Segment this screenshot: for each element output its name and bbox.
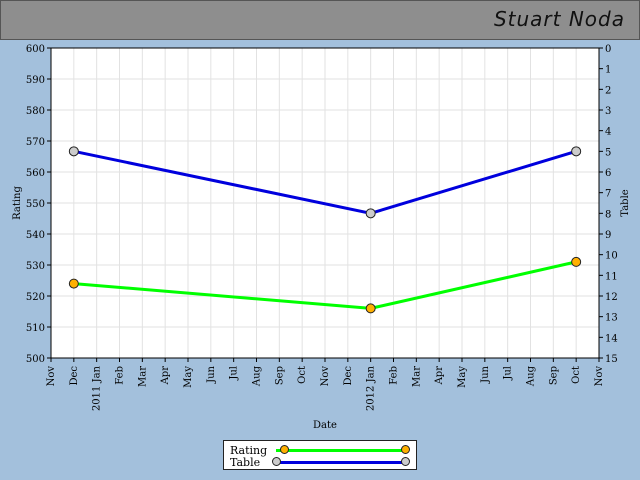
plot-frame	[50, 47, 600, 359]
y-tick-label: 520	[26, 292, 45, 303]
legend-label-rating: Rating	[230, 444, 268, 457]
x-tick-label: Oct	[571, 366, 582, 384]
x-tick-label: 2011 Jan	[92, 365, 103, 411]
y2-tick-label: 1	[605, 65, 611, 76]
data-point-rating	[571, 256, 582, 267]
x-tick-label: May	[457, 366, 468, 388]
y-tick-label: 550	[26, 199, 45, 210]
legend-line-rating	[276, 449, 402, 452]
x-tick-label: Jul	[503, 366, 514, 381]
y-tick-label: 530	[26, 261, 45, 272]
x-tick-label: Apr	[434, 366, 445, 386]
y2-tick-label: 12	[605, 292, 618, 303]
data-point-rating	[365, 303, 376, 314]
y2-axis-label: Table	[620, 189, 631, 216]
data-point-table	[68, 146, 79, 157]
x-tick-label: Sep	[274, 366, 285, 385]
x-tick-label: Mar	[411, 366, 422, 387]
y2-tick-label: 10	[605, 251, 618, 262]
x-tick-label: Dec	[343, 366, 354, 386]
legend-item-table: Table	[228, 456, 414, 469]
x-tick-label: Jun	[480, 365, 491, 383]
y2-tick-label: 13	[605, 313, 618, 324]
y2-tick-label: 8	[605, 209, 611, 220]
x-tick-label: Aug	[252, 365, 263, 387]
y-tick-label: 590	[26, 75, 45, 86]
y2-tick-label: 9	[605, 230, 611, 241]
legend-label-table: Table	[230, 456, 261, 469]
legend-marker-rating	[401, 445, 410, 454]
x-tick-label: Nov	[46, 366, 57, 387]
y-tick-label: 510	[26, 323, 45, 334]
y2-tick-label: 14	[605, 333, 618, 344]
y-tick-label: 600	[26, 44, 45, 55]
x-tick-label: Feb	[115, 366, 126, 385]
y2-tick-label: 7	[605, 189, 611, 200]
player-name: Stuart Noda	[493, 7, 625, 31]
x-tick-label: Nov	[320, 366, 331, 387]
x-tick-label: Feb	[389, 366, 400, 385]
y-tick-label: 540	[26, 230, 45, 241]
legend-marker-table	[272, 457, 281, 466]
legend-item-rating: Rating	[228, 444, 414, 457]
data-point-table	[571, 146, 582, 157]
x-tick-label: Jul	[229, 366, 240, 381]
y2-tick-label: 4	[605, 127, 611, 138]
y2-tick-label: 5	[605, 147, 611, 158]
x-tick-label: Apr	[160, 366, 171, 386]
x-tick-label: 2012 Jan	[366, 365, 377, 411]
x-tick-label: Oct	[297, 366, 308, 384]
x-tick-label: Aug	[526, 365, 537, 387]
legend-marker-rating	[280, 445, 289, 454]
y2-tick-label: 2	[605, 85, 611, 96]
y2-tick-label: 6	[605, 168, 611, 179]
x-tick-label: Mar	[137, 366, 148, 387]
header-bar: Stuart Noda	[0, 0, 640, 40]
data-point-rating	[68, 278, 79, 289]
y-axis-label: Rating	[12, 186, 23, 220]
x-tick-label: May	[183, 366, 194, 388]
legend-line-table	[276, 461, 402, 464]
y-tick-label: 500	[26, 354, 45, 365]
data-point-table	[365, 208, 376, 219]
x-tick-label: Dec	[69, 366, 80, 386]
x-tick-label: Sep	[548, 366, 559, 385]
y2-tick-label: 0	[605, 44, 611, 55]
y2-tick-label: 11	[605, 271, 618, 282]
y2-tick-label: 3	[605, 106, 611, 117]
y2-tick-label: 15	[605, 354, 618, 365]
legend-marker-table	[401, 457, 410, 466]
x-tick-label: Nov	[594, 366, 605, 387]
x-tick-label: Jun	[206, 365, 217, 383]
y-tick-label: 560	[26, 168, 45, 179]
y-tick-label: 570	[26, 137, 45, 148]
legend: Rating Table	[223, 440, 417, 470]
x-axis-label: Date	[313, 420, 337, 431]
y-tick-label: 580	[26, 106, 45, 117]
